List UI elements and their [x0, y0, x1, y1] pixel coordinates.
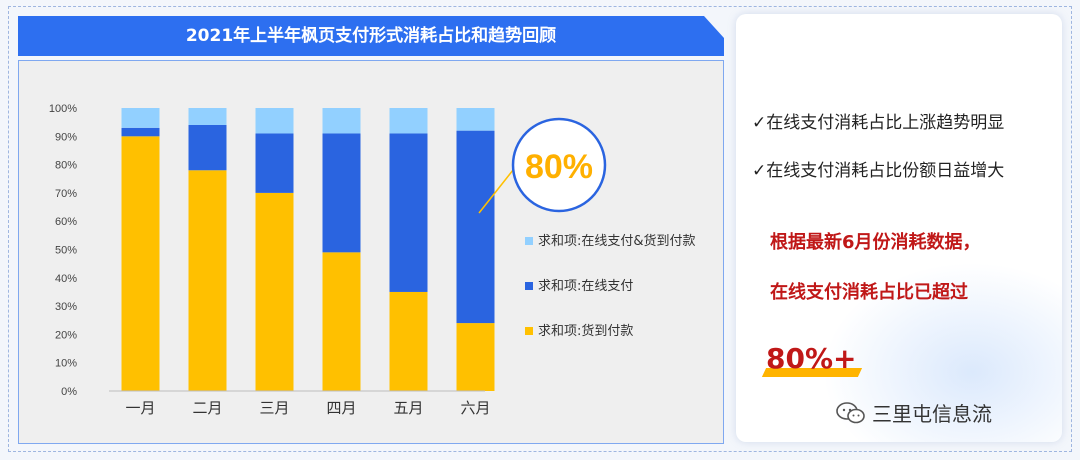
legend-label: 求和项:在线支付: [538, 279, 633, 294]
y-tick-label: 70%: [55, 188, 77, 200]
legend-swatch: [525, 237, 533, 245]
x-tick-label: 五月: [393, 399, 423, 417]
watermark-text: 三里屯信息流: [872, 402, 992, 426]
bar-segment: [121, 127, 160, 137]
bar-segment: [389, 133, 428, 292]
y-tick-label: 20%: [55, 329, 77, 341]
bar-segment: [389, 291, 428, 391]
chart-title: 2021年上半年枫页支付形式消耗占比和趋势回顾: [18, 16, 724, 56]
legend-swatch: [525, 327, 533, 335]
bar-segment: [188, 108, 227, 125]
highlight-value: 80%+: [766, 342, 857, 375]
y-tick-label: 0%: [61, 386, 77, 398]
y-tick-label: 30%: [55, 301, 77, 313]
callout-circle: [511, 117, 607, 213]
bar-segment: [322, 252, 361, 391]
callout-value: 80%: [525, 148, 593, 186]
legend-label: 求和项:货到付款: [538, 323, 633, 339]
y-tick-label: 50%: [55, 245, 77, 257]
wechat-icon: [836, 401, 865, 423]
bar-segment: [456, 323, 495, 391]
legend-swatch: [525, 282, 533, 290]
bar-segment: [322, 133, 361, 253]
bar-segment: [389, 108, 428, 134]
bar-segment: [188, 170, 227, 391]
x-tick-label: 四月: [326, 399, 356, 417]
bar-segment: [255, 133, 294, 193]
y-tick-label: 60%: [55, 216, 77, 228]
y-axis: 0% 10% 20% 30% 40% 50% 60% 70% 80% 90% 100%: [49, 103, 77, 398]
legend-label: 求和项:在线支付&货到付款: [538, 233, 696, 249]
bar-segment: [188, 124, 227, 171]
chart-panel: 0% 10% 20% 30% 40% 50% 60% 70% 80% 90% 100% 一月 二月 三月…: [18, 60, 724, 444]
highlight-line-1: 根据最新6月份消耗数据，: [770, 232, 981, 253]
chart-section: 2021年上半年枫页支付形式消耗占比和趋势回顾 0% 10% 20% 30% 40% 50…: [18, 16, 726, 444]
x-axis: 一月 二月 三月 四月 五月 六月: [125, 399, 490, 417]
x-tick-label: 二月: [192, 399, 222, 417]
y-tick-label: 10%: [55, 358, 77, 370]
bar-segment: [456, 108, 495, 131]
watermark: 三里屯信息流: [836, 398, 992, 427]
y-tick-label: 80%: [55, 160, 77, 172]
y-tick-label: 40%: [55, 273, 77, 285]
highlight-line-2: 在线支付消耗占比已超过: [770, 282, 968, 303]
outer-frame: [8, 6, 1072, 452]
callout-leader-line: [478, 164, 518, 214]
bars: [121, 108, 495, 391]
stacked-bar-chart: 0% 10% 20% 30% 40% 50% 60% 70% 80% 90% 100% 一月 二月 三月…: [49, 103, 696, 417]
bar-segment: [121, 136, 160, 391]
bar-segment: [121, 108, 160, 128]
bar-segment: [322, 108, 361, 134]
x-tick-label: 六月: [460, 399, 490, 417]
y-tick-label: 90%: [55, 131, 77, 143]
bullet-point-2: ✓在线支付消耗占比份额日益增大: [752, 161, 1005, 181]
y-tick-label: 100%: [49, 103, 77, 115]
bar-segment: [255, 192, 294, 391]
x-tick-label: 三月: [259, 399, 289, 417]
bullet-point-1: ✓在线支付消耗占比上涨趋势明显: [752, 113, 1005, 133]
bar-segment: [255, 108, 294, 134]
summary-panel: ✓在线支付消耗占比上涨趋势明显 ✓在线支付消耗占比份额日益增大 根据最新6月份消…: [736, 14, 1062, 442]
x-tick-label: 一月: [125, 399, 155, 417]
bar-segment: [456, 130, 495, 324]
